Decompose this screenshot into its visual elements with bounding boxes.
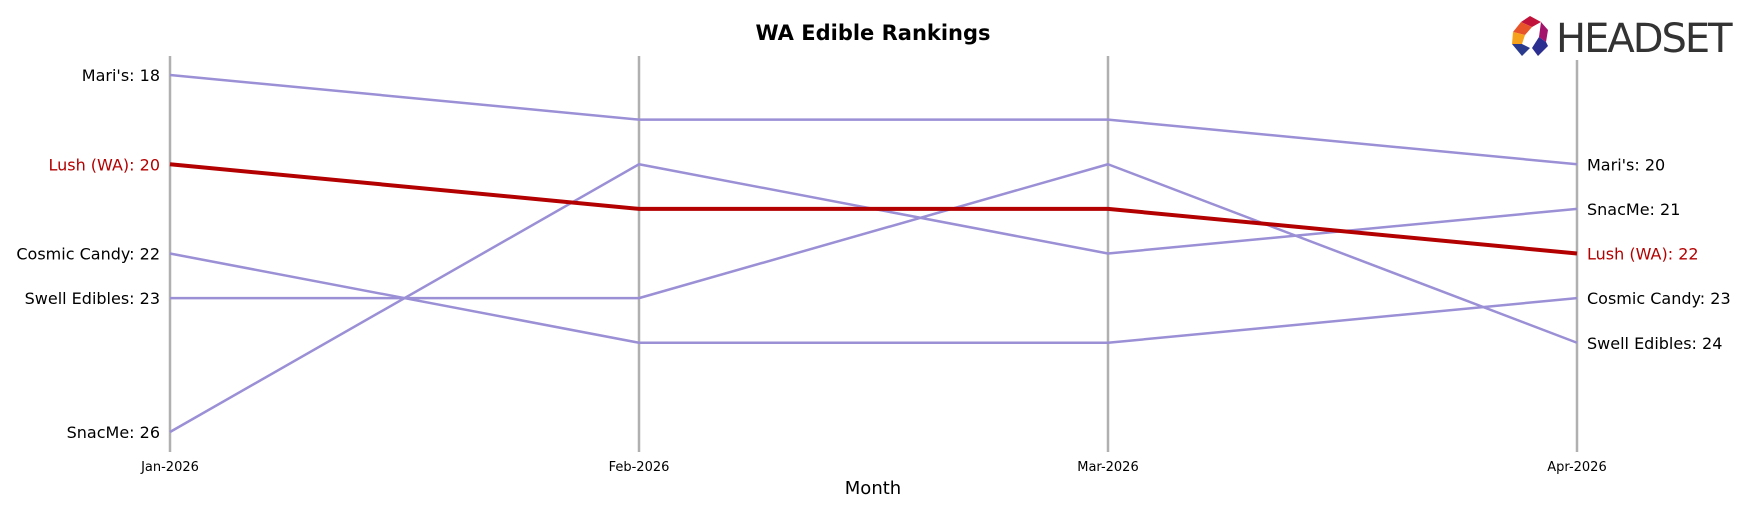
end-rank-label: Lush (WA): 22 [1587,245,1699,264]
end-rank-label: SnacMe: 21 [1587,200,1680,219]
headset-hexagon-logo-icon [1512,16,1548,56]
start-rank-label: SnacMe: 26 [67,423,160,442]
series-line-lush-wa [169,162,1578,256]
end-rank-label: Swell Edibles: 24 [1587,334,1722,353]
start-rank-label: Lush (WA): 20 [48,155,160,174]
series-lines [169,73,1578,434]
series-line-swell-edibles [170,163,1578,344]
start-rank-label: Swell Edibles: 23 [25,289,160,308]
start-rank-label: Cosmic Candy: 22 [16,245,160,264]
rank-labels: Mari's: 18 Mari's: 20 SnacMe: 26 SnacMe: 21… [16,66,1730,442]
x-tick-label: Apr-2026 [1547,460,1606,475]
logo-text: HEADSET [1556,16,1733,62]
x-axis-label: Month [845,478,901,499]
headset-logo: HEADSET [1512,16,1735,62]
chart-title: WA Edible Rankings [755,21,990,45]
x-tick-label: Feb-2026 [609,460,670,475]
x-tick-label: Jan-2026 [140,460,199,475]
end-rank-label: Cosmic Candy: 23 [1587,289,1731,308]
month-axes: Jan-2026 Feb-2026 Mar-2026 Apr-2026 [140,56,1607,475]
end-rank-label: Mari's: 20 [1587,155,1665,174]
series-line-mari-s [169,73,1578,166]
start-rank-label: Mari's: 18 [82,66,160,85]
x-tick-label: Mar-2026 [1077,460,1138,475]
